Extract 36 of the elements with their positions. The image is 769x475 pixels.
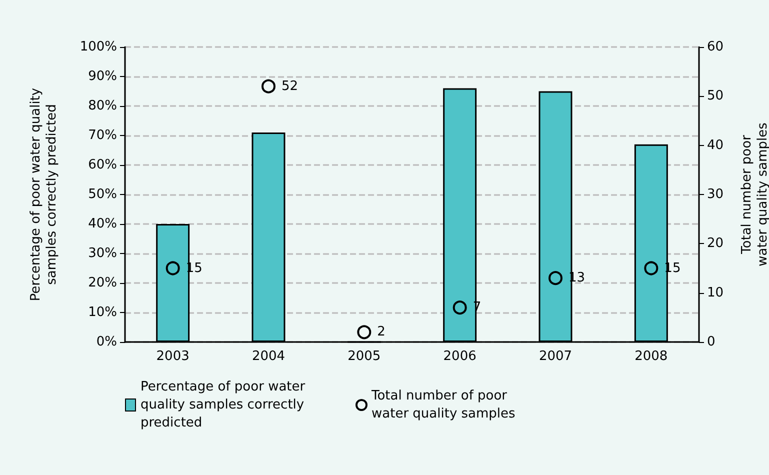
y2-tick-label: 20 <box>707 236 724 252</box>
y-tick-label: 70% <box>88 128 117 143</box>
y2-tick-label: 30 <box>707 187 724 202</box>
y-tick-label: 100% <box>80 40 117 54</box>
y2-tick-label: 0 <box>707 334 716 350</box>
point <box>166 261 180 276</box>
x-tick-label: 2004 <box>252 349 286 364</box>
y-tick-label: 50% <box>88 187 117 202</box>
point <box>357 325 372 340</box>
y-tick-label: 10% <box>88 305 117 320</box>
x-tick-label: 2008 <box>634 349 668 364</box>
data-label: 52 <box>282 78 298 94</box>
x-tick-label: 2007 <box>538 349 572 364</box>
y2-axis-title: Total number poor water quality samples <box>740 122 769 266</box>
x-tick-label: 2003 <box>156 349 190 364</box>
y2-tick-label: 10 <box>707 285 724 300</box>
y2-tick-label: 50 <box>707 88 724 104</box>
x-tick-label: 2006 <box>443 349 476 364</box>
y-tick-label: 20% <box>88 276 117 290</box>
point <box>548 271 562 286</box>
y2-tick-label: 40 <box>707 138 724 153</box>
legend-label: Percentage of poor water quality samples correctly predicted <box>140 380 310 430</box>
x-tick-label: 2005 <box>348 349 381 364</box>
y-tick-label: 0% <box>96 334 117 350</box>
y2-tick-label: 60 <box>707 40 724 54</box>
y-tick-label: 40% <box>88 216 117 232</box>
y-tick-label: 30% <box>88 246 117 261</box>
point <box>262 79 276 94</box>
point <box>452 300 467 315</box>
y-tick-label: 80% <box>88 98 117 114</box>
y-tick-label: 90% <box>88 69 117 84</box>
y-tick-label: 60% <box>88 158 117 172</box>
point <box>644 261 658 276</box>
data-label: 2 <box>377 324 386 340</box>
legend-label: Total number of poor water quality samples <box>370 388 516 422</box>
y-axis-title: Percentage of poor water quality samples correctly predicted <box>28 88 60 302</box>
